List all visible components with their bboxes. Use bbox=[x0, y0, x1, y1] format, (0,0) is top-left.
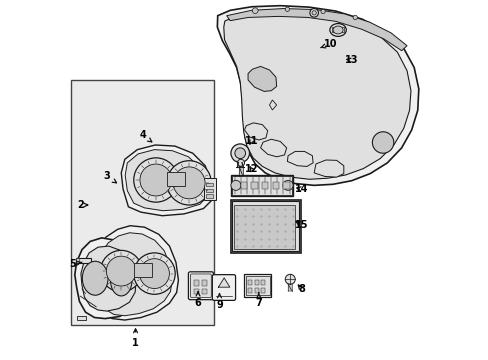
Text: 3: 3 bbox=[103, 171, 116, 183]
Bar bbox=[204, 178, 216, 200]
Ellipse shape bbox=[110, 266, 132, 296]
Circle shape bbox=[372, 132, 393, 153]
Bar bbox=[232, 202, 299, 251]
Bar bbox=[254, 280, 258, 285]
Polygon shape bbox=[226, 9, 406, 51]
Text: 4: 4 bbox=[139, 130, 152, 142]
Polygon shape bbox=[247, 66, 276, 91]
Circle shape bbox=[230, 180, 241, 190]
Circle shape bbox=[352, 15, 357, 19]
Bar bbox=[261, 280, 264, 285]
Polygon shape bbox=[125, 150, 206, 211]
Ellipse shape bbox=[82, 261, 108, 295]
FancyBboxPatch shape bbox=[71, 80, 214, 325]
Text: 13: 13 bbox=[344, 55, 358, 65]
Polygon shape bbox=[224, 12, 410, 179]
Circle shape bbox=[234, 148, 245, 158]
Bar bbox=[247, 280, 252, 285]
Bar bbox=[193, 289, 199, 294]
Bar bbox=[201, 289, 207, 294]
Circle shape bbox=[309, 9, 318, 17]
Circle shape bbox=[106, 256, 136, 286]
Bar bbox=[206, 189, 213, 192]
Polygon shape bbox=[75, 238, 141, 319]
Bar bbox=[241, 182, 247, 189]
Bar bbox=[230, 201, 300, 253]
Circle shape bbox=[252, 8, 258, 14]
Polygon shape bbox=[218, 278, 229, 287]
FancyBboxPatch shape bbox=[190, 274, 211, 297]
Bar bbox=[76, 258, 80, 261]
Text: 10: 10 bbox=[320, 39, 336, 49]
Bar bbox=[247, 288, 252, 293]
Circle shape bbox=[283, 180, 292, 190]
Bar bbox=[77, 316, 85, 320]
Circle shape bbox=[134, 158, 178, 202]
Text: 15: 15 bbox=[294, 220, 308, 230]
Bar bbox=[206, 194, 213, 198]
Polygon shape bbox=[269, 100, 276, 110]
Polygon shape bbox=[244, 123, 267, 140]
Circle shape bbox=[139, 259, 169, 288]
Bar bbox=[272, 182, 278, 189]
Bar bbox=[246, 276, 269, 296]
Bar bbox=[230, 175, 293, 196]
Polygon shape bbox=[217, 6, 418, 185]
Text: 1: 1 bbox=[132, 329, 139, 347]
Circle shape bbox=[320, 9, 325, 14]
Bar bbox=[166, 172, 185, 186]
Polygon shape bbox=[313, 160, 343, 177]
Bar bbox=[193, 280, 199, 286]
Bar bbox=[251, 182, 257, 189]
Polygon shape bbox=[81, 246, 136, 311]
Bar bbox=[234, 205, 295, 249]
Circle shape bbox=[101, 250, 142, 292]
Text: 12: 12 bbox=[244, 164, 258, 174]
Bar bbox=[201, 280, 207, 286]
Ellipse shape bbox=[332, 26, 343, 34]
Text: 14: 14 bbox=[294, 184, 308, 194]
Bar bbox=[262, 182, 268, 189]
Text: 6: 6 bbox=[194, 292, 201, 308]
Text: 7: 7 bbox=[255, 293, 262, 308]
Polygon shape bbox=[93, 226, 178, 320]
Polygon shape bbox=[287, 152, 312, 166]
Bar bbox=[261, 288, 264, 293]
Circle shape bbox=[140, 164, 171, 196]
Polygon shape bbox=[97, 233, 172, 316]
Bar bbox=[331, 27, 344, 32]
Circle shape bbox=[230, 144, 249, 162]
Circle shape bbox=[285, 7, 289, 12]
FancyBboxPatch shape bbox=[212, 275, 235, 300]
Circle shape bbox=[311, 11, 316, 15]
Polygon shape bbox=[121, 145, 212, 216]
Bar bbox=[76, 258, 91, 263]
Bar bbox=[134, 263, 152, 277]
Circle shape bbox=[285, 274, 295, 284]
FancyBboxPatch shape bbox=[188, 272, 213, 300]
Bar bbox=[244, 274, 271, 297]
Bar bbox=[206, 183, 213, 186]
Text: 5: 5 bbox=[69, 259, 82, 269]
Text: 9: 9 bbox=[216, 294, 223, 310]
Bar bbox=[254, 288, 258, 293]
Text: 8: 8 bbox=[298, 284, 305, 294]
Circle shape bbox=[166, 161, 211, 205]
Bar bbox=[283, 182, 289, 189]
Text: 2: 2 bbox=[77, 200, 87, 210]
Circle shape bbox=[134, 253, 175, 294]
Circle shape bbox=[173, 167, 204, 199]
Ellipse shape bbox=[329, 23, 346, 36]
Circle shape bbox=[237, 159, 244, 166]
Bar bbox=[232, 176, 291, 195]
Text: 11: 11 bbox=[244, 136, 258, 146]
Polygon shape bbox=[260, 139, 286, 157]
